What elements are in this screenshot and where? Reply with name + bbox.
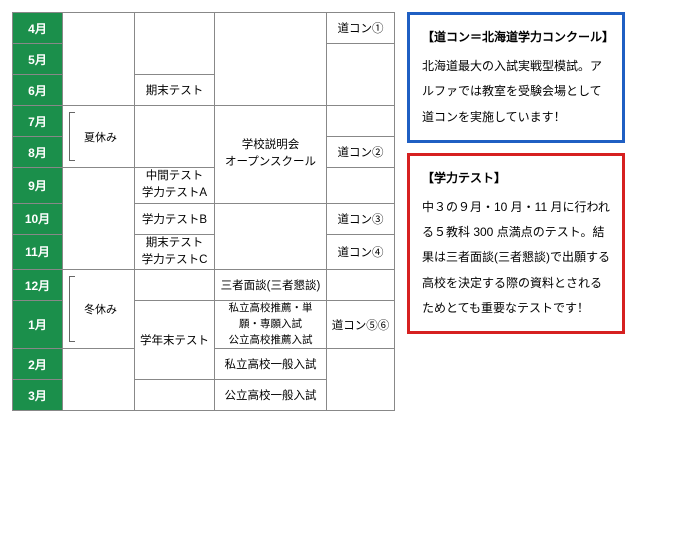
month-3: 3月 xyxy=(13,380,63,411)
school-sansha: 三者面談(三者懇談) xyxy=(215,270,327,301)
bracket-winter xyxy=(69,276,75,342)
month-7: 7月 xyxy=(13,106,63,137)
month-2: 2月 xyxy=(13,349,63,380)
month-8: 8月 xyxy=(13,137,63,168)
month-4: 4月 xyxy=(13,13,63,44)
school-exam3: 公立高校一般入試 xyxy=(215,380,327,411)
docon-2: 道コン② xyxy=(327,137,395,168)
test-empty-1 xyxy=(135,13,215,75)
test-gakunen: 学年末テスト xyxy=(135,301,215,380)
test-gakuryoku-b: 学力テストB xyxy=(135,203,215,234)
docon-3: 道コン③ xyxy=(327,203,395,234)
callout-gakuryoku: 【学力テスト】 中３の９月・10 月・11 月に行われる５教科 300 点満点の… xyxy=(407,153,625,334)
test-empty-3 xyxy=(135,270,215,301)
docon-empty-3 xyxy=(327,168,395,204)
month-10: 10月 xyxy=(13,203,63,234)
test-chukan-a: 中間テスト 学力テストA xyxy=(135,168,215,204)
month-6: 6月 xyxy=(13,75,63,106)
docon-56: 道コン⑤⑥ xyxy=(327,301,395,349)
callout-docon-body: 北海道最大の入試実戦型模試。アルファでは教室を受験会場として道コンを実施していま… xyxy=(422,59,602,123)
docon-empty-2 xyxy=(327,106,395,137)
holiday-summer: 夏休み xyxy=(80,129,117,145)
month-11: 11月 xyxy=(13,234,63,270)
callout-docon: 【道コン＝北海道学力コンクール】 北海道最大の入試実戦型模試。アルファでは教室を… xyxy=(407,12,625,143)
test-kimatsu-c: 期末テスト 学力テストC xyxy=(135,234,215,270)
school-setsumeikai: 学校説明会 オープンスクール xyxy=(215,106,327,204)
test-empty-4 xyxy=(135,380,215,411)
school-empty-1 xyxy=(215,13,327,106)
school-exam2: 私立高校一般入試 xyxy=(215,349,327,380)
test-kimatsu: 期末テスト xyxy=(135,75,215,106)
holiday-summer-cell: 夏休み xyxy=(63,106,135,168)
holiday-winter: 冬休み xyxy=(80,301,117,317)
callouts-column: 【道コン＝北海道学力コンクール】 北海道最大の入試実戦型模試。アルファでは教室を… xyxy=(407,12,625,334)
docon-empty-5 xyxy=(327,349,395,411)
layout-wrap: 4月 道コン① 5月 6月 期末テスト 7月 夏休み xyxy=(12,12,684,411)
month-12: 12月 xyxy=(13,270,63,301)
month-1: 1月 xyxy=(13,301,63,349)
holiday-empty-1 xyxy=(63,168,135,270)
docon-1: 道コン① xyxy=(327,13,395,44)
docon-4: 道コン④ xyxy=(327,234,395,270)
month-9: 9月 xyxy=(13,168,63,204)
schedule-table: 4月 道コン① 5月 6月 期末テスト 7月 夏休み xyxy=(12,12,395,411)
callout-gakuryoku-body: 中３の９月・10 月・11 月に行われる５教科 300 点満点のテスト。結果は三… xyxy=(422,200,610,315)
docon-empty-1 xyxy=(327,44,395,106)
school-empty-2 xyxy=(215,203,327,270)
test-empty-2 xyxy=(135,106,215,168)
bracket-summer xyxy=(69,112,75,161)
callout-gakuryoku-title: 【学力テスト】 xyxy=(422,166,610,191)
docon-empty-4 xyxy=(327,270,395,301)
holiday-spring-cell xyxy=(63,13,135,106)
school-exam1: 私立高校推薦・単 願・専願入試 公立高校推薦入試 xyxy=(215,301,327,349)
callout-docon-title: 【道コン＝北海道学力コンクール】 xyxy=(422,25,610,50)
holiday-winter-cell: 冬休み xyxy=(63,270,135,349)
month-5: 5月 xyxy=(13,44,63,75)
holiday-empty-2 xyxy=(63,349,135,411)
